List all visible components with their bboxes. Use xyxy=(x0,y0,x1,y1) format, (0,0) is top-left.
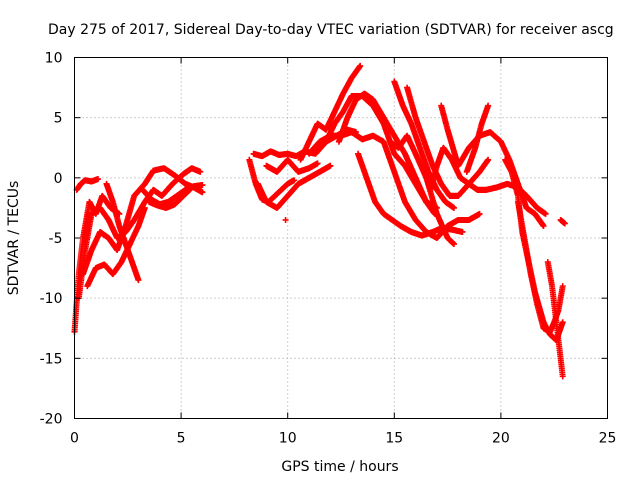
data-point xyxy=(186,186,193,193)
data-point xyxy=(135,277,142,284)
series-track-13 xyxy=(282,216,289,223)
data-point xyxy=(357,62,364,69)
data-point xyxy=(327,162,334,169)
data-point xyxy=(141,204,148,211)
series-track-8 xyxy=(146,186,193,211)
y-tick-label: -20 xyxy=(40,412,63,428)
series-track-6 xyxy=(103,180,142,284)
x-tick-label: 25 xyxy=(599,431,617,447)
data-point xyxy=(459,228,466,235)
series-track-3 xyxy=(75,165,204,302)
data-point xyxy=(485,102,492,109)
data-point xyxy=(559,373,566,380)
y-tick-label: 5 xyxy=(54,111,63,127)
chart-title: Day 275 of 2017, Sidereal Day-to-day VTE… xyxy=(48,22,614,38)
x-tick-label: 10 xyxy=(279,431,297,447)
series-track-2 xyxy=(73,176,101,193)
data-point xyxy=(199,182,206,189)
series-track-18 xyxy=(355,150,466,239)
y-tick-label: -15 xyxy=(40,351,63,367)
data-point xyxy=(314,160,321,167)
x-tick-label: 5 xyxy=(177,431,186,447)
y-axis-label: SDTVAR / TECUs xyxy=(6,181,22,296)
x-axis-label: GPS time / hours xyxy=(281,459,398,475)
y-tick-label: -5 xyxy=(49,231,63,247)
data-point xyxy=(559,283,566,290)
x-tick-label: 15 xyxy=(385,431,403,447)
data-point xyxy=(476,210,483,217)
series-track-26 xyxy=(514,198,566,335)
data-point xyxy=(282,216,289,223)
y-tick-label: -10 xyxy=(40,291,63,307)
series-track-28 xyxy=(557,216,568,227)
series-track-24 xyxy=(463,102,492,175)
series-track-14 xyxy=(297,62,364,163)
grid xyxy=(74,57,608,419)
series-track-17 xyxy=(335,90,438,217)
series-track-12 xyxy=(263,156,321,175)
x-tick-label: 0 xyxy=(70,431,79,447)
data-point xyxy=(542,210,549,217)
data-point xyxy=(540,222,547,229)
series-track-19 xyxy=(387,132,457,248)
data-point xyxy=(561,220,568,227)
data-point xyxy=(450,204,457,211)
data-point xyxy=(485,156,492,163)
y-tick-label: 10 xyxy=(45,51,63,67)
data-points xyxy=(71,62,568,380)
x-tick-label: 20 xyxy=(492,431,510,447)
data-point xyxy=(559,319,566,326)
data-point xyxy=(291,177,298,184)
data-point xyxy=(94,176,101,183)
series-track-21 xyxy=(404,84,492,199)
axes: 0 5 10 15 20 25 -20 -15 -10 -5 0 5 10 xyxy=(40,51,617,447)
series-track-5 xyxy=(84,204,148,290)
series-track-11 xyxy=(254,162,334,211)
y-tick-label: 0 xyxy=(54,171,63,187)
data-point xyxy=(197,168,204,175)
data-point xyxy=(450,241,457,248)
data-point xyxy=(199,189,206,196)
series-track-27 xyxy=(544,259,566,380)
